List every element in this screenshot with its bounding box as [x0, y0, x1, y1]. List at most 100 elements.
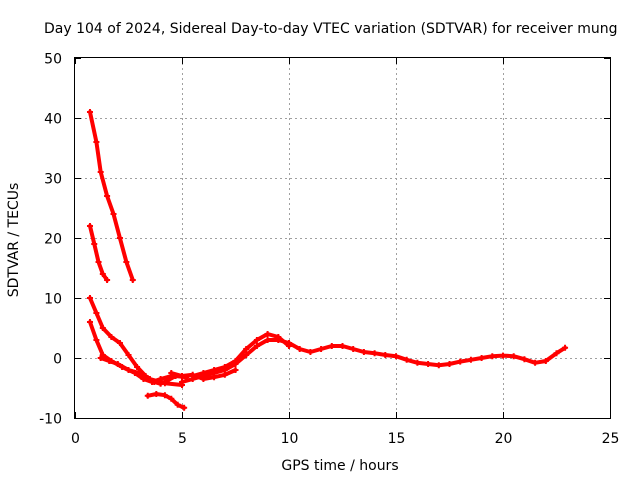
grid-lines — [75, 58, 610, 418]
data-point — [382, 352, 389, 358]
data-point — [86, 109, 93, 115]
data-point — [134, 364, 141, 370]
data-point — [211, 367, 218, 373]
data-point — [425, 361, 432, 367]
data-point — [339, 343, 346, 349]
y-tick-label: -10 — [39, 412, 62, 428]
data-point — [93, 337, 100, 343]
data-point — [264, 331, 271, 337]
data-point — [86, 223, 93, 229]
data-point — [146, 376, 153, 382]
data-point — [200, 376, 207, 382]
data-point — [110, 211, 117, 217]
data-point — [125, 352, 132, 358]
data-point — [403, 356, 410, 363]
data-point — [93, 310, 100, 316]
y-tick-label: 50 — [44, 52, 62, 68]
x-tick-label: 25 — [602, 431, 620, 447]
chart-title: Day 104 of 2024, Sidereal Day-to-day VTE… — [44, 21, 618, 37]
tick-labels: 0 5 10 15 20 25 -10 0 10 20 30 40 50 — [39, 52, 619, 448]
data-point — [200, 370, 207, 376]
data-point — [457, 358, 464, 365]
data-point — [189, 371, 196, 378]
data-point — [106, 358, 113, 364]
data-point — [243, 346, 250, 352]
series-line-arc-7 — [180, 338, 568, 384]
data-point — [221, 371, 228, 378]
x-tick-label: 15 — [388, 431, 406, 447]
data-point — [116, 235, 123, 241]
data-point — [99, 271, 106, 277]
y-tick-label: 30 — [44, 172, 62, 188]
data-point — [232, 358, 239, 364]
series-arc-6 — [144, 391, 188, 411]
data-point — [510, 353, 517, 360]
data-point — [446, 361, 453, 367]
data-point — [168, 370, 175, 376]
series-arc-2 — [86, 223, 111, 283]
x-tick-label: 0 — [71, 431, 80, 447]
data-point — [174, 401, 181, 408]
data-point — [179, 379, 185, 385]
data-point — [97, 355, 104, 361]
x-tick-label: 20 — [495, 431, 513, 447]
data-point — [86, 319, 93, 325]
data-point — [91, 241, 98, 247]
data-point — [253, 337, 260, 343]
data-point — [211, 374, 218, 381]
y-tick-label: 20 — [44, 232, 62, 248]
y-axis-label: SDTVAR / TECUs — [6, 183, 22, 298]
data-point — [116, 340, 123, 346]
data-point — [318, 346, 325, 352]
x-tick-label: 5 — [178, 431, 187, 447]
data-point — [532, 359, 539, 366]
data-point — [104, 277, 111, 283]
y-tick-label: 10 — [44, 292, 62, 308]
data-point — [232, 367, 239, 373]
data-point — [393, 353, 399, 360]
data-point — [181, 404, 188, 411]
data-point — [307, 349, 314, 355]
data-point — [296, 346, 303, 352]
data-point — [243, 352, 250, 358]
data-point — [125, 367, 132, 373]
data-point — [123, 259, 130, 265]
data-point — [414, 359, 421, 366]
plot-frame — [74, 57, 611, 419]
data-point — [521, 356, 528, 363]
data-point — [435, 362, 442, 369]
data-point — [144, 392, 151, 399]
data-point — [153, 391, 160, 397]
data-point — [467, 356, 474, 363]
series-arc-8 — [189, 331, 292, 379]
data-point — [275, 334, 282, 340]
data-point — [114, 361, 121, 367]
data-point — [328, 343, 335, 349]
data-point — [99, 325, 106, 331]
data-point — [264, 337, 271, 343]
data-point — [104, 193, 111, 199]
data-point — [97, 169, 104, 175]
x-tick-label: 10 — [281, 431, 299, 447]
data-point — [371, 350, 378, 357]
data-point — [350, 346, 357, 352]
data-point — [360, 349, 367, 355]
data-point — [86, 295, 93, 301]
series-line-arc-1 — [88, 110, 135, 282]
data-series — [86, 109, 569, 411]
data-point — [179, 373, 185, 379]
series-arc-5 — [97, 355, 185, 388]
data-point — [136, 370, 143, 376]
series-arc-1 — [86, 109, 136, 283]
data-point — [489, 353, 496, 360]
data-point — [161, 380, 168, 387]
data-point — [542, 358, 549, 364]
y-tick-label: 40 — [44, 112, 62, 128]
data-point — [500, 352, 506, 359]
x-axis-label: GPS time / hours — [281, 458, 398, 474]
y-tick-label: 0 — [53, 352, 62, 368]
data-point — [478, 355, 485, 361]
data-point — [168, 395, 175, 402]
series-arc-9 — [168, 367, 239, 382]
